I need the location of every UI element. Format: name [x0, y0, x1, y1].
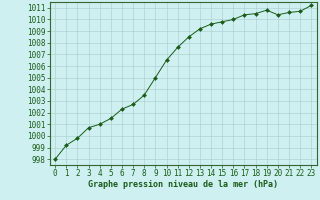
X-axis label: Graphe pression niveau de la mer (hPa): Graphe pression niveau de la mer (hPa): [88, 180, 278, 189]
